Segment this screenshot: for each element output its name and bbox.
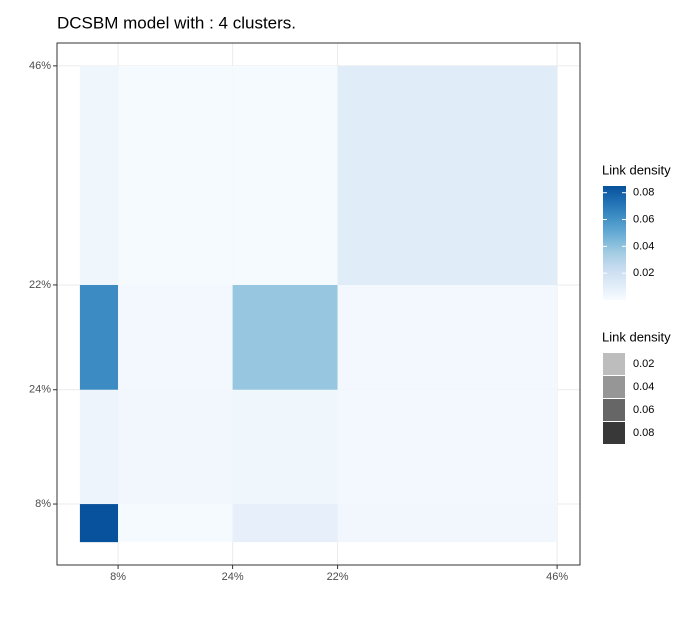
legend-key	[603, 353, 625, 375]
panel-border	[56, 42, 581, 566]
cell	[232, 284, 338, 390]
cell	[118, 65, 233, 285]
legend-title: Link density	[602, 162, 671, 177]
cell	[118, 389, 233, 505]
cell	[337, 65, 558, 285]
cell	[232, 389, 338, 505]
cell	[118, 504, 233, 543]
cell	[337, 284, 558, 390]
cell	[79, 284, 119, 390]
y-tick-label: 22%	[29, 279, 51, 291]
cell	[232, 65, 338, 285]
cell	[337, 504, 558, 543]
legend-key	[603, 399, 625, 421]
legend-label: 0.02	[633, 358, 654, 370]
colorbar-label: 0.04	[633, 240, 654, 252]
cell	[337, 389, 558, 505]
legend-title: Link density	[602, 329, 671, 344]
cell	[79, 389, 119, 505]
x-tick-label: 8%	[110, 571, 126, 583]
y-tick-label: 46%	[29, 60, 51, 72]
colorbar-label: 0.08	[633, 187, 654, 199]
cell	[79, 504, 119, 543]
chart-title: DCSBM model with : 4 clusters.	[57, 13, 296, 32]
cell	[118, 284, 233, 390]
cell	[232, 504, 338, 543]
colorbar-label: 0.06	[633, 213, 654, 225]
legend-label: 0.04	[633, 381, 654, 393]
y-tick-label: 8%	[35, 498, 51, 510]
x-tick-label: 46%	[546, 571, 568, 583]
colorbar	[603, 186, 626, 300]
x-tick-label: 24%	[222, 571, 244, 583]
colorbar-label: 0.02	[633, 267, 654, 279]
legend-label: 0.06	[633, 404, 654, 416]
legend-key	[603, 376, 625, 398]
y-tick-label: 24%	[29, 384, 51, 396]
cell	[79, 65, 119, 285]
legend-key	[603, 422, 625, 444]
legend-label: 0.08	[633, 427, 654, 439]
x-tick-label: 22%	[327, 571, 349, 583]
